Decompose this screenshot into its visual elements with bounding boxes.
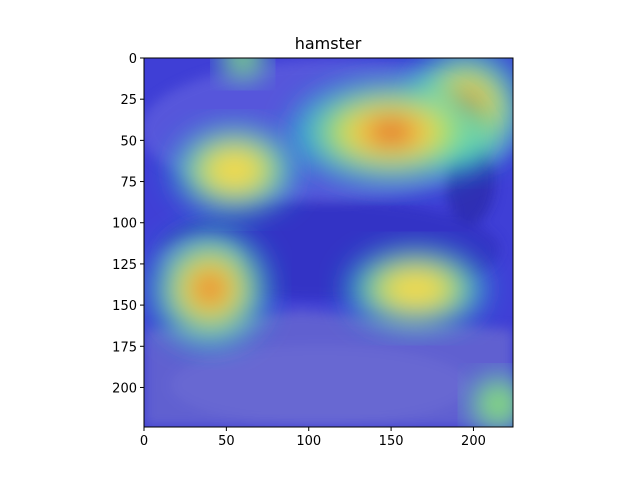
heat-hotspot — [173, 126, 296, 214]
heat-ring — [375, 123, 407, 141]
heat-hotspot — [151, 230, 268, 347]
heat-hotspot — [219, 58, 267, 82]
y-tick-label: 125 — [112, 258, 137, 273]
heat-hotspot — [469, 374, 513, 427]
heat-ring — [204, 148, 266, 192]
heat-ring — [200, 279, 220, 298]
y-tick-label: 200 — [112, 381, 137, 396]
heat-layer — [151, 58, 513, 427]
heat-hotspot — [291, 79, 491, 185]
x-tick-label: 200 — [461, 434, 486, 449]
y-tick-label: 175 — [112, 340, 137, 355]
chart-title: hamster — [295, 34, 362, 53]
heat-ring — [381, 268, 451, 309]
heat-ring — [226, 58, 260, 75]
x-tick-label: 50 — [218, 434, 235, 449]
x-tick-label: 100 — [296, 434, 321, 449]
y-tick-label: 25 — [120, 93, 137, 108]
y-tick-label: 150 — [112, 299, 137, 314]
y-tick-label: 100 — [112, 217, 137, 232]
y-tick-label: 50 — [120, 134, 137, 149]
heatmap-image — [144, 58, 513, 427]
heat-ring — [477, 383, 513, 425]
plot-frame — [143, 57, 514, 428]
x-tick-label: 150 — [379, 434, 404, 449]
x-tick-label: 0 — [140, 434, 148, 449]
x-axis: 0 50 100 150 200 — [140, 427, 486, 449]
y-tick-label: 0 — [129, 52, 137, 67]
y-tick-label: 75 — [120, 176, 137, 191]
y-axis: 0 25 50 75 100 125 150 175 200 — [112, 52, 144, 396]
heat-hotspot — [346, 248, 485, 330]
